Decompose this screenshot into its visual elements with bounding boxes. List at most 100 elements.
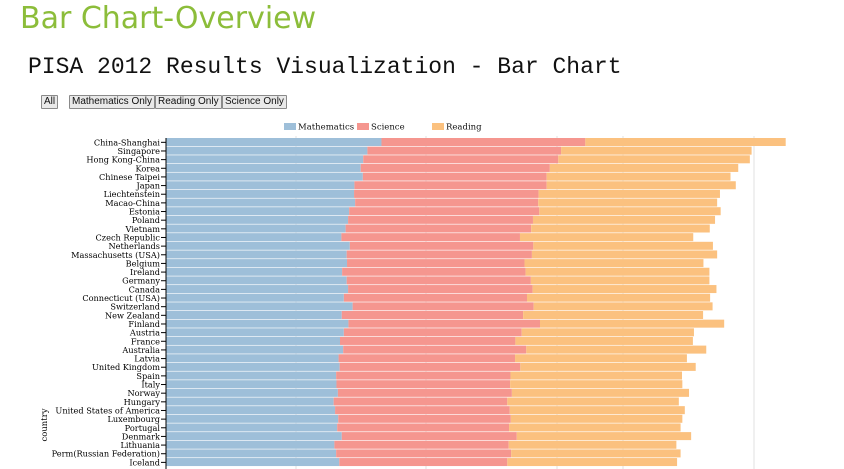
bar-mathematics-22	[166, 328, 344, 337]
bar-reading-1	[561, 146, 752, 155]
bar-science-3	[360, 163, 550, 172]
bar-mathematics-23	[166, 336, 340, 345]
y-tick-label-1: Singapore	[117, 146, 160, 156]
bar-reading-5	[546, 181, 736, 190]
bar-mathematics-25	[166, 354, 339, 363]
bar-mathematics-15	[166, 267, 343, 276]
bar-mathematics-4	[166, 172, 363, 181]
reading-only-button[interactable]: Reading Only	[155, 95, 222, 109]
bar-science-8	[349, 207, 540, 216]
bar-mathematics-33	[166, 423, 338, 432]
bar-reading-35	[508, 440, 677, 449]
bar-science-15	[342, 267, 526, 276]
chart-title: PISA 2012 Results Visualization - Bar Ch…	[28, 54, 622, 80]
bar-science-24	[343, 345, 527, 354]
bar-mathematics-13	[166, 250, 347, 259]
bar-science-33	[337, 423, 510, 432]
bar-science-7	[355, 198, 539, 207]
bar-reading-33	[509, 423, 681, 432]
y-tick-label-19: Switzerland	[110, 302, 160, 312]
y-tick-label-0: China-Shanghai	[94, 137, 161, 147]
bar-mathematics-3	[166, 163, 361, 172]
bar-mathematics-8	[166, 207, 350, 216]
y-tick-label-6: Liechtenstein	[104, 189, 161, 199]
bar-mathematics-31	[166, 406, 336, 415]
bar-mathematics-27	[166, 371, 337, 380]
bar-science-26	[339, 362, 521, 371]
bar-mathematics-0	[166, 138, 382, 146]
y-tick-label-23: France	[131, 336, 160, 346]
bar-reading-16	[530, 276, 710, 285]
bar-mathematics-29	[166, 388, 338, 397]
legend-swatch-mathematics	[284, 123, 296, 130]
bar-reading-28	[510, 380, 683, 389]
bar-reading-23	[515, 336, 693, 345]
bar-mathematics-30	[166, 397, 334, 406]
bar-mathematics-9	[166, 215, 349, 224]
bar-science-2	[363, 155, 559, 164]
science-only-button[interactable]: Science Only	[222, 95, 287, 109]
bar-mathematics-1	[166, 146, 368, 155]
bar-reading-20	[523, 311, 704, 319]
y-tick-label-9: Poland	[132, 215, 160, 225]
y-tick-label-37: Iceland	[129, 457, 160, 467]
bar-mathematics-37	[166, 458, 340, 467]
bar-reading-7	[538, 198, 718, 207]
bar-science-29	[337, 388, 512, 397]
mathematics-only-button[interactable]: Mathematics Only	[69, 95, 156, 109]
y-tick-label-2: Hong Kong-China	[86, 155, 160, 165]
y-tick-label-33: Portugal	[125, 423, 161, 433]
bar-reading-2	[558, 155, 750, 164]
bar-science-35	[334, 440, 509, 449]
bar-mathematics-19	[166, 302, 353, 311]
bar-science-30	[333, 397, 508, 406]
bar-science-12	[349, 241, 534, 250]
bar-science-34	[341, 432, 517, 441]
y-tick-label-21: Finland	[128, 319, 160, 329]
bar-science-19	[352, 302, 534, 311]
y-tick-label-29: Norway	[127, 388, 160, 398]
bar-reading-17	[532, 285, 717, 294]
bar-science-16	[346, 276, 531, 285]
bar-reading-18	[526, 293, 711, 302]
y-tick-label-34: Denmark	[122, 431, 161, 441]
bar-reading-34	[516, 432, 692, 441]
bar-reading-24	[526, 345, 707, 354]
bar-reading-29	[511, 388, 690, 397]
bar-reading-9	[532, 215, 716, 224]
bar-science-20	[341, 311, 524, 319]
y-tick-label-4: Chinese Taipei	[99, 172, 160, 182]
bar-science-4	[362, 172, 547, 181]
y-tick-label-10: Vietnam	[125, 224, 161, 234]
bar-mathematics-7	[166, 198, 356, 207]
bar-science-36	[336, 449, 512, 458]
bar-science-14	[347, 259, 525, 268]
y-tick-label-20: New Zealand	[105, 310, 160, 320]
y-axis-label: country	[40, 408, 50, 441]
bar-science-37	[339, 458, 508, 467]
bar-mathematics-24	[166, 345, 344, 354]
bar-science-22	[343, 328, 522, 337]
bar-reading-0	[585, 138, 786, 146]
y-tick-label-24: Australia	[121, 345, 160, 355]
slide-title: Bar Chart-Overview	[20, 1, 317, 36]
bar-science-23	[339, 336, 516, 345]
y-tick-label-22: Austria	[129, 328, 160, 338]
bar-mathematics-10	[166, 224, 346, 233]
y-tick-label-31: United States of America	[55, 405, 160, 415]
all-button[interactable]: All	[41, 95, 59, 109]
bar-science-0	[381, 138, 586, 146]
y-tick-label-12: Netherlands	[108, 241, 160, 251]
bar-science-1	[367, 146, 562, 155]
bar-reading-37	[507, 458, 678, 467]
bar-reading-10	[531, 224, 710, 233]
legend-swatch-science	[357, 123, 369, 130]
bar-reading-19	[533, 302, 713, 311]
bar-reading-30	[507, 397, 679, 406]
bar-mathematics-14	[166, 259, 348, 268]
bar-mathematics-17	[166, 285, 349, 294]
bar-mathematics-34	[166, 432, 342, 441]
bar-reading-8	[539, 207, 721, 216]
y-tick-label-5: Japan	[135, 181, 160, 191]
